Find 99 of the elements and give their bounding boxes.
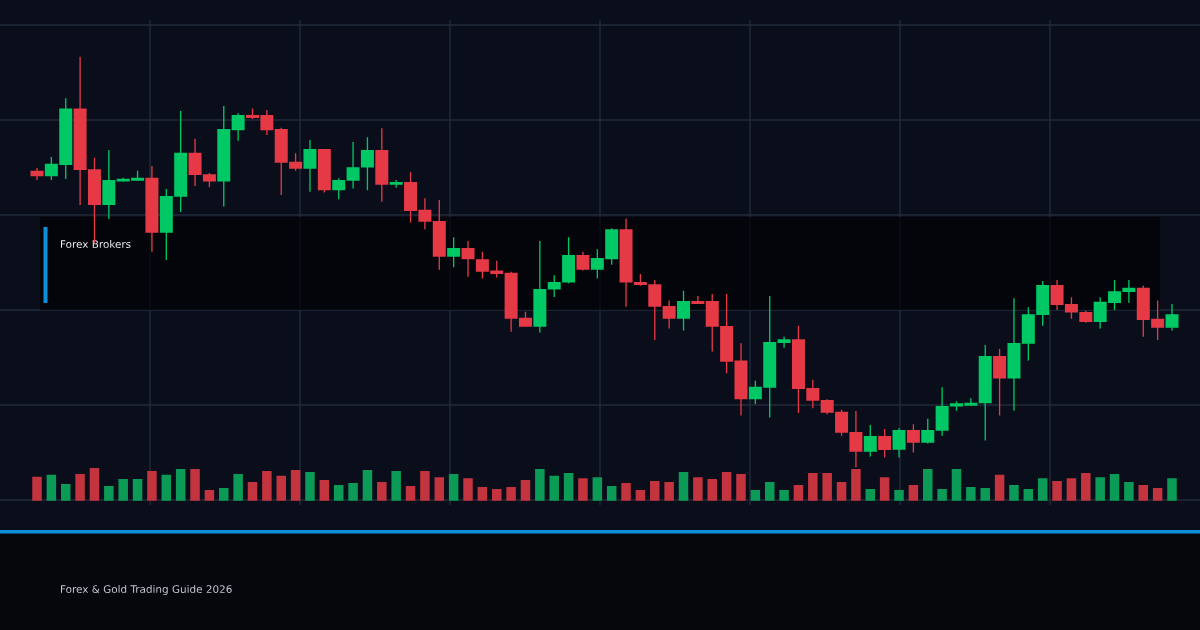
bar <box>1167 478 1177 501</box>
candlestick <box>906 423 920 454</box>
bar <box>879 477 890 501</box>
bar <box>520 480 531 501</box>
bar <box>305 471 315 501</box>
bar <box>219 487 229 501</box>
bar <box>262 470 272 501</box>
candlestick <box>662 299 676 330</box>
bar <box>563 472 574 501</box>
candlestick <box>677 290 691 332</box>
bar <box>1052 481 1062 501</box>
candlestick <box>993 348 1007 417</box>
bar <box>793 485 804 501</box>
bar <box>161 474 172 501</box>
candlestick <box>691 295 705 305</box>
bar <box>764 482 775 501</box>
bar <box>377 482 387 501</box>
candlestick <box>461 240 475 278</box>
bar <box>391 470 401 501</box>
candlestick <box>777 336 791 349</box>
bar <box>937 488 947 501</box>
bar <box>118 479 128 501</box>
bar <box>448 473 459 501</box>
bar <box>348 483 358 501</box>
bar <box>46 474 57 501</box>
bar <box>276 475 286 501</box>
bar <box>707 479 717 501</box>
bar <box>1124 482 1134 501</box>
candlestick <box>1165 303 1179 332</box>
bar <box>362 469 373 501</box>
bar <box>233 473 243 501</box>
bar <box>779 489 789 501</box>
bar <box>908 485 919 501</box>
bar <box>319 480 330 501</box>
bar <box>592 477 603 501</box>
bar <box>693 477 703 501</box>
bar <box>664 482 674 501</box>
candlestick <box>231 112 245 142</box>
bar <box>247 482 258 501</box>
text: Forex & Gold Trading Guide 2026 <box>61 584 232 596</box>
bar <box>60 484 71 501</box>
bar <box>1138 485 1149 501</box>
bar <box>750 489 761 501</box>
bar <box>463 478 473 501</box>
bar <box>89 468 100 501</box>
bar <box>204 489 215 501</box>
bar <box>606 485 617 501</box>
candlestick <box>576 251 590 272</box>
bar <box>851 468 861 501</box>
bar <box>578 478 588 501</box>
candlestick <box>878 428 892 459</box>
candlestick <box>332 177 346 200</box>
candlestick <box>447 236 461 268</box>
bar <box>492 488 502 501</box>
bar <box>621 483 631 501</box>
bar <box>1152 487 1163 501</box>
bar <box>966 486 976 501</box>
bar <box>678 471 689 501</box>
bar <box>635 489 646 501</box>
bar <box>836 482 847 501</box>
bar <box>1095 477 1105 501</box>
bar <box>650 481 660 501</box>
bar <box>32 476 42 501</box>
bar <box>736 473 746 501</box>
candlestick <box>892 427 906 459</box>
candlestick <box>863 424 877 458</box>
bar <box>1066 478 1077 501</box>
bar <box>994 474 1005 501</box>
bar <box>477 486 488 501</box>
bar <box>1081 472 1091 501</box>
bar <box>808 472 818 501</box>
bar <box>535 468 545 501</box>
bar <box>132 479 143 501</box>
bar <box>1009 485 1019 501</box>
bar <box>980 487 990 501</box>
bar <box>405 485 416 501</box>
bar <box>1023 488 1034 501</box>
bar <box>951 468 962 501</box>
bar <box>333 485 344 501</box>
bar <box>147 470 157 501</box>
bar <box>1109 473 1120 501</box>
bar <box>175 468 186 501</box>
bar <box>1037 478 1048 501</box>
bar <box>865 488 876 501</box>
bar <box>290 469 301 501</box>
bar <box>104 485 114 501</box>
bar <box>549 475 559 501</box>
bar <box>822 472 832 501</box>
bar <box>923 468 933 501</box>
candlestick <box>921 418 935 445</box>
bar <box>721 471 732 501</box>
bar <box>434 477 445 501</box>
bar <box>75 473 85 501</box>
bar <box>190 468 200 501</box>
candlestick <box>303 139 317 193</box>
bar <box>420 470 430 501</box>
annotation: Forex Brokers <box>61 239 131 249</box>
bar <box>894 489 904 501</box>
bar <box>506 486 516 501</box>
